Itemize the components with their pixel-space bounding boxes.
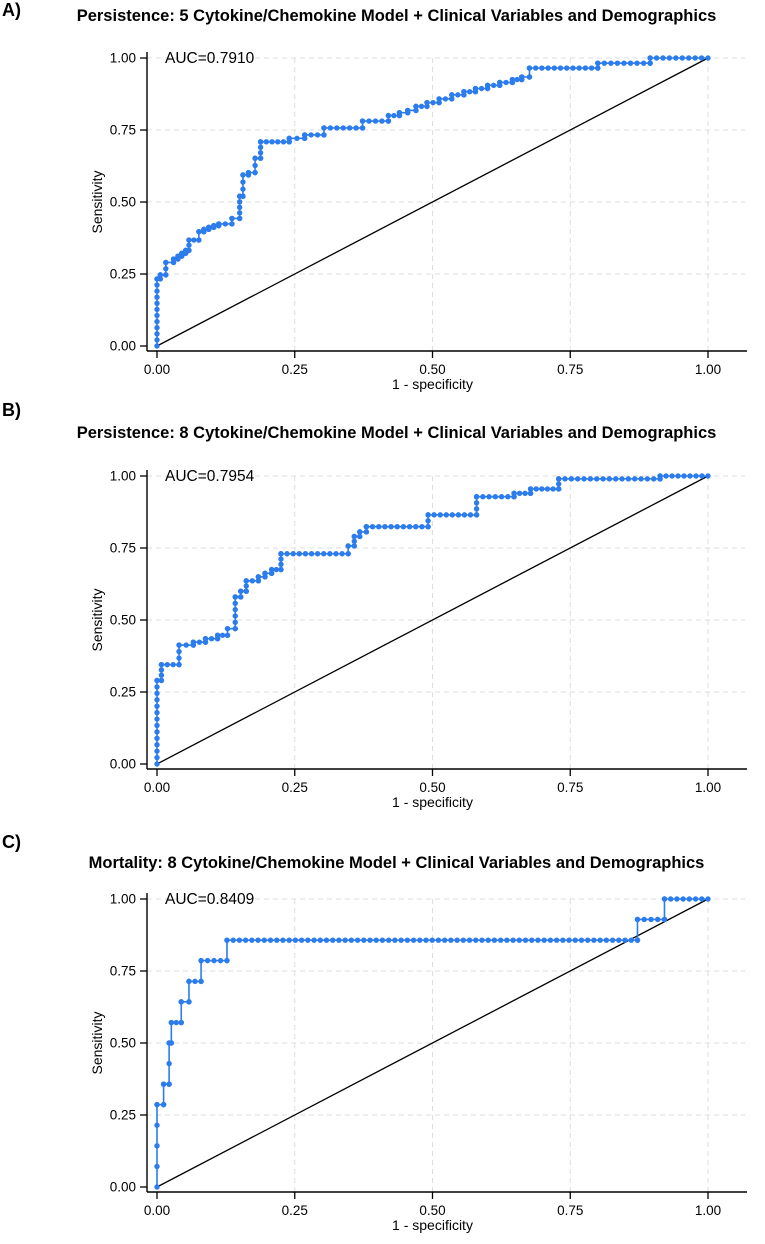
panel-a-title: Persistence: 5 Cytokine/Chemokine Model … (76, 7, 717, 25)
svg-text:1.00: 1.00 (110, 51, 136, 66)
svg-text:0.75: 0.75 (110, 964, 136, 979)
svg-text:1.00: 1.00 (110, 892, 136, 907)
svg-text:1.00: 1.00 (110, 469, 136, 484)
svg-text:0.75: 0.75 (557, 1203, 583, 1218)
panel-b-roc-chart: 0.00 0.25 0.50 0.75 1.00 0.00 0.25 0.50 0.75 1.00… (110, 468, 747, 795)
svg-text:1.00: 1.00 (695, 362, 721, 377)
svg-text:0.50: 0.50 (419, 1203, 445, 1218)
svg-text:0.00: 0.00 (110, 339, 136, 354)
svg-text:0.00: 0.00 (110, 757, 136, 772)
svg-text:0.00: 0.00 (144, 362, 170, 377)
auc-annotation: AUC=0.8409 (165, 891, 254, 908)
svg-text:0.50: 0.50 (110, 613, 136, 628)
svg-text:0.50: 0.50 (419, 362, 445, 377)
svg-text:0.50: 0.50 (110, 195, 136, 210)
svg-text:0.75: 0.75 (557, 362, 583, 377)
svg-text:0.25: 0.25 (110, 267, 136, 282)
panel-c-title: Mortality: 8 Cytokine/Chemokine Model + … (88, 854, 705, 872)
svg-text:0.25: 0.25 (282, 362, 308, 377)
auc-annotation: AUC=0.7954 (165, 468, 255, 485)
svg-text:0.50: 0.50 (110, 1036, 136, 1051)
svg-text:0.00: 0.00 (144, 780, 170, 795)
auc-annotation: AUC=0.7910 (165, 50, 255, 67)
panel-a-label: A) (2, 0, 21, 20)
panel-b-x-axis-label: 1 - specificity (392, 794, 473, 810)
svg-text:0.25: 0.25 (110, 1108, 136, 1123)
svg-text:0.00: 0.00 (144, 1203, 170, 1218)
panel-a-roc-chart: 0.00 0.25 0.50 0.75 1.00 0.00 0.25 0.50 0.75 1.00… (110, 50, 747, 377)
panel-a-x-axis-label: 1 - specificity (392, 376, 473, 392)
svg-text:0.50: 0.50 (419, 780, 445, 795)
panel-c-roc-chart: 0.00 0.25 0.50 0.75 1.00 0.00 0.25 0.50 0.75 1.00… (110, 891, 747, 1218)
svg-text:0.75: 0.75 (557, 780, 583, 795)
svg-text:0.25: 0.25 (282, 780, 308, 795)
panel-b-title: Persistence: 8 Cytokine/Chemokine Model … (76, 424, 717, 442)
panel-c-x-axis-label: 1 - specificity (392, 1217, 473, 1233)
svg-text:0.75: 0.75 (110, 541, 136, 556)
svg-text:0.00: 0.00 (110, 1180, 136, 1195)
svg-text:1.00: 1.00 (695, 780, 721, 795)
svg-text:0.25: 0.25 (282, 1203, 308, 1218)
svg-text:0.75: 0.75 (110, 123, 136, 138)
svg-text:1.00: 1.00 (695, 1203, 721, 1218)
panel-c-label: C) (2, 832, 21, 852)
panel-b-label: B) (2, 400, 21, 420)
svg-text:0.25: 0.25 (110, 685, 136, 700)
